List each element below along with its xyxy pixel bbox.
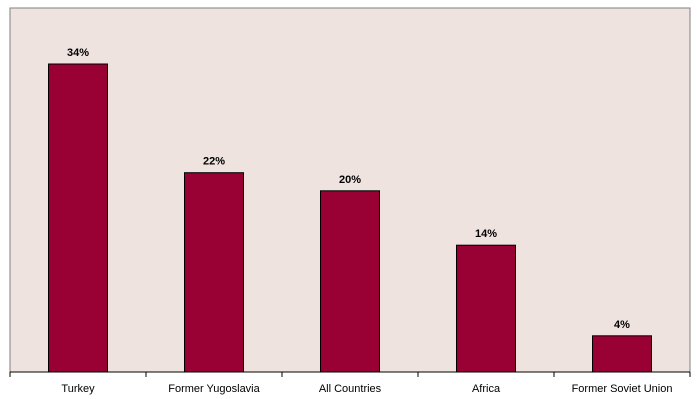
bar (48, 63, 108, 373)
data-label: 20% (339, 174, 361, 186)
x-tick-label: Africa (472, 383, 501, 395)
x-tick-label: Turkey (61, 383, 95, 395)
data-label: 4% (614, 319, 630, 331)
bar (592, 335, 652, 373)
x-tick-label: Former Yugoslavia (168, 383, 260, 395)
data-label: 34% (67, 47, 89, 59)
data-label: 14% (475, 228, 497, 240)
bar (320, 190, 380, 373)
x-tick-label: Former Soviet Union (572, 383, 673, 395)
bar (184, 172, 244, 373)
x-tick-label: All Countries (319, 383, 382, 395)
bar (456, 244, 516, 373)
x-axis-ticks (9, 372, 691, 377)
data-labels-group: 34% 22% 20% 14% 4% (67, 47, 630, 331)
bars-group (48, 63, 652, 373)
x-axis-tick-labels: Turkey Former Yugoslavia All Countries Afri… (61, 383, 672, 395)
data-label: 22% (203, 156, 225, 168)
